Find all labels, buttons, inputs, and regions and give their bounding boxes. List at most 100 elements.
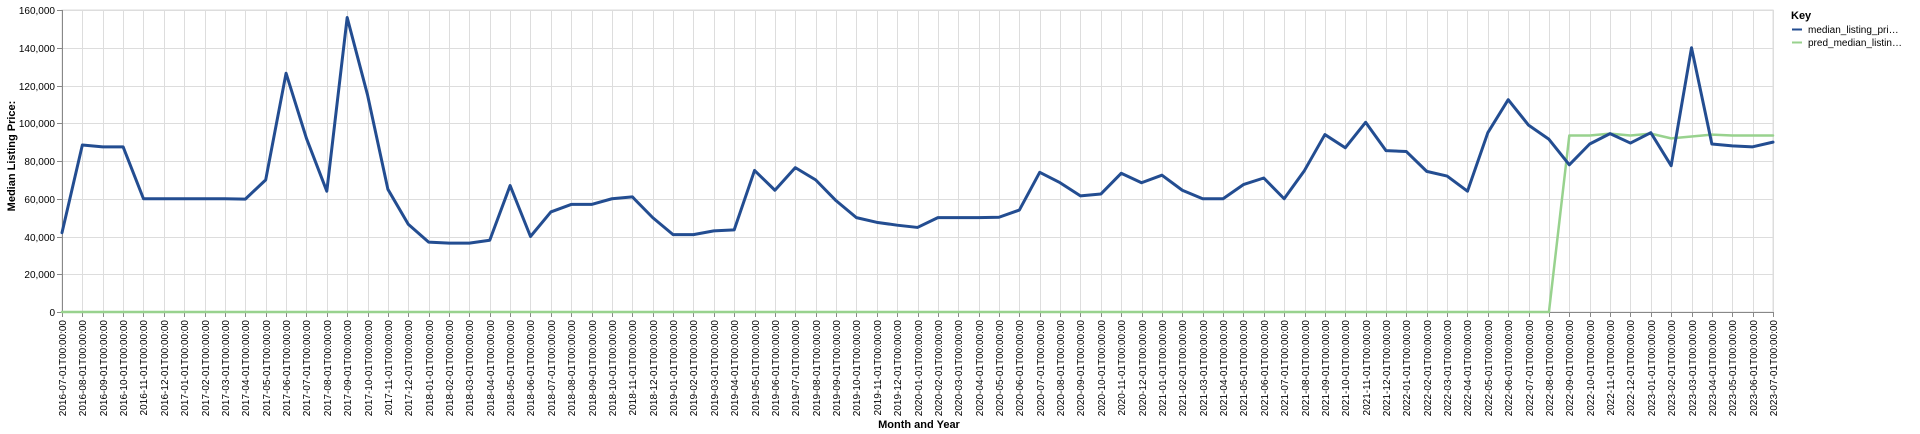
x-tick-label: 2017-03-01T00:00:00 [221,320,232,417]
y-tick-label: 120,000 [19,82,56,93]
x-tick-label: 2019-11-01T00:00:00 [873,320,884,416]
y-tick-label: 100,000 [19,119,56,130]
x-tick-label: 2021-01-01T00:00:00 [1158,320,1169,417]
y-axis-title: Median Listing Price: [6,101,18,212]
x-tick-label: 2022-03-01T00:00:00 [1443,320,1454,417]
x-tick-label: 2023-05-01T00:00:00 [1728,320,1739,417]
x-tick-label: 2022-05-01T00:00:00 [1484,320,1495,417]
x-tick-label: 2018-03-01T00:00:00 [465,320,476,417]
x-tick-label: 2019-01-01T00:00:00 [669,320,680,417]
x-tick-label: 2019-06-01T00:00:00 [771,320,782,417]
x-tick-label: 2018-09-01T00:00:00 [588,320,599,417]
y-tick-label: 40,000 [24,233,55,244]
x-tick-label: 2018-01-01T00:00:00 [425,320,436,417]
x-tick-label: 2020-02-01T00:00:00 [934,320,945,417]
x-tick-label: 2016-07-01T00:00:00 [58,320,69,417]
x-tick-label: 2018-02-01T00:00:00 [445,320,456,417]
x-tick-label: 2023-07-01T00:00:00 [1769,320,1780,417]
y-tick-label: 20,000 [24,270,55,281]
y-tick-label: 60,000 [24,195,55,206]
x-tick-label: 2016-12-01T00:00:00 [160,320,171,417]
x-tick-label: 2019-12-01T00:00:00 [893,320,904,417]
x-tick-label: 2021-05-01T00:00:00 [1239,320,1250,417]
x-tick-label: 2020-04-01T00:00:00 [975,320,986,417]
x-tick-label: 2021-04-01T00:00:00 [1219,320,1230,417]
x-tick-label: 2016-08-01T00:00:00 [78,320,89,417]
x-tick-label: 2021-06-01T00:00:00 [1260,320,1271,417]
x-tick-label: 2018-04-01T00:00:00 [486,320,497,417]
x-tick-label: 2021-03-01T00:00:00 [1199,320,1210,417]
x-tick-label: 2016-11-01T00:00:00 [139,320,150,416]
x-tick-label: 2023-04-01T00:00:00 [1708,320,1719,417]
x-tick-label: 2020-12-01T00:00:00 [1138,320,1149,417]
x-tick-label: 2018-06-01T00:00:00 [526,320,537,417]
x-tick-label: 2018-12-01T00:00:00 [649,320,660,417]
x-tick-label: 2017-10-01T00:00:00 [364,320,375,417]
x-tick-label: 2022-02-01T00:00:00 [1423,320,1434,417]
x-tick-label: 2021-02-01T00:00:00 [1178,320,1189,417]
x-tick-label: 2017-11-01T00:00:00 [384,320,395,416]
x-tick-label: 2016-10-01T00:00:00 [119,320,130,417]
x-tick-label: 2020-01-01T00:00:00 [914,320,925,417]
series-line-2 [60,132,1775,314]
x-tick-label: 2017-06-01T00:00:00 [282,320,293,417]
x-tick-label: 2022-11-01T00:00:00 [1606,320,1617,416]
x-tick-label: 2017-02-01T00:00:00 [201,320,212,417]
x-axis-title: Month and Year [878,419,960,431]
legend-title: Key [1791,10,1812,22]
x-tick-label: 2022-04-01T00:00:00 [1463,320,1474,417]
x-tick-label: 2022-01-01T00:00:00 [1402,320,1413,417]
x-tick-label: 2020-11-01T00:00:00 [1117,320,1128,416]
x-tick-label: 2020-10-01T00:00:00 [1097,320,1108,417]
x-tick-label: 2022-07-01T00:00:00 [1525,320,1536,417]
legend: Key median_listing_pri… pred_median_listi… [1791,10,1902,49]
legend-label-2: pred_median_listin… [1808,38,1902,49]
x-tick-label: 2017-01-01T00:00:00 [180,320,191,417]
x-tick-label: 2021-07-01T00:00:00 [1280,320,1291,417]
x-tick-label: 2018-08-01T00:00:00 [567,320,578,417]
x-tick-label: 2018-10-01T00:00:00 [608,320,619,417]
x-tick-label: 2020-06-01T00:00:00 [1015,320,1026,417]
x-tick-label: 2022-12-01T00:00:00 [1626,320,1637,417]
y-tick-label: 0 [49,308,55,319]
x-tick-label: 2022-06-01T00:00:00 [1504,320,1515,417]
x-tick-label: 2022-09-01T00:00:00 [1565,320,1576,417]
x-tick-label: 2017-09-01T00:00:00 [343,320,354,417]
x-tick-label: 2021-10-01T00:00:00 [1341,320,1352,417]
x-tick-label: 2020-07-01T00:00:00 [1036,320,1047,417]
x-tick-label: 2019-02-01T00:00:00 [689,320,700,417]
x-tick-label: 2021-11-01T00:00:00 [1362,320,1373,416]
y-tick-label: 160,000 [19,6,56,17]
x-tick-label: 2021-12-01T00:00:00 [1382,320,1393,417]
x-tick-label: 2017-08-01T00:00:00 [323,320,334,417]
series [60,16,1775,314]
x-tick-label: 2019-03-01T00:00:00 [710,320,721,417]
x-tick-label: 2019-10-01T00:00:00 [852,320,863,417]
x-tick-label: 2017-07-01T00:00:00 [302,320,313,417]
x-tick-label: 2022-10-01T00:00:00 [1586,320,1597,417]
x-tick-label: 2019-05-01T00:00:00 [751,320,762,417]
series-line-1 [60,16,1775,245]
x-tick-label: 2018-05-01T00:00:00 [506,320,517,417]
x-tick-label: 2020-08-01T00:00:00 [1056,320,1067,417]
x-tick-label: 2021-09-01T00:00:00 [1321,320,1332,417]
x-tick-label: 2017-12-01T00:00:00 [404,320,415,417]
x-tick-label: 2018-11-01T00:00:00 [628,320,639,416]
x-tick-label: 2023-03-01T00:00:00 [1688,320,1699,417]
x-tick-label: 2017-04-01T00:00:00 [241,320,252,417]
x-tick-label: 2016-09-01T00:00:00 [99,320,110,417]
x-tick-label: 2017-05-01T00:00:00 [262,320,273,417]
grid [61,9,1774,313]
x-tick-label: 2020-09-01T00:00:00 [1076,320,1087,417]
x-tick-label: 2019-08-01T00:00:00 [812,320,823,417]
x-tick-label: 2023-01-01T00:00:00 [1647,320,1658,417]
x-tick-label: 2020-03-01T00:00:00 [954,320,965,417]
x-tick-label: 2019-04-01T00:00:00 [730,320,741,417]
y-tick-label: 140,000 [19,44,56,55]
x-tick-label: 2023-06-01T00:00:00 [1749,320,1760,417]
axes: 0 20,000 40,000 60,000 80,000 100,000 120,000 1… [19,6,1780,416]
x-tick-label: 2023-02-01T00:00:00 [1667,320,1678,417]
y-tick-label: 80,000 [24,157,55,168]
x-tick-label: 2020-05-01T00:00:00 [995,320,1006,417]
